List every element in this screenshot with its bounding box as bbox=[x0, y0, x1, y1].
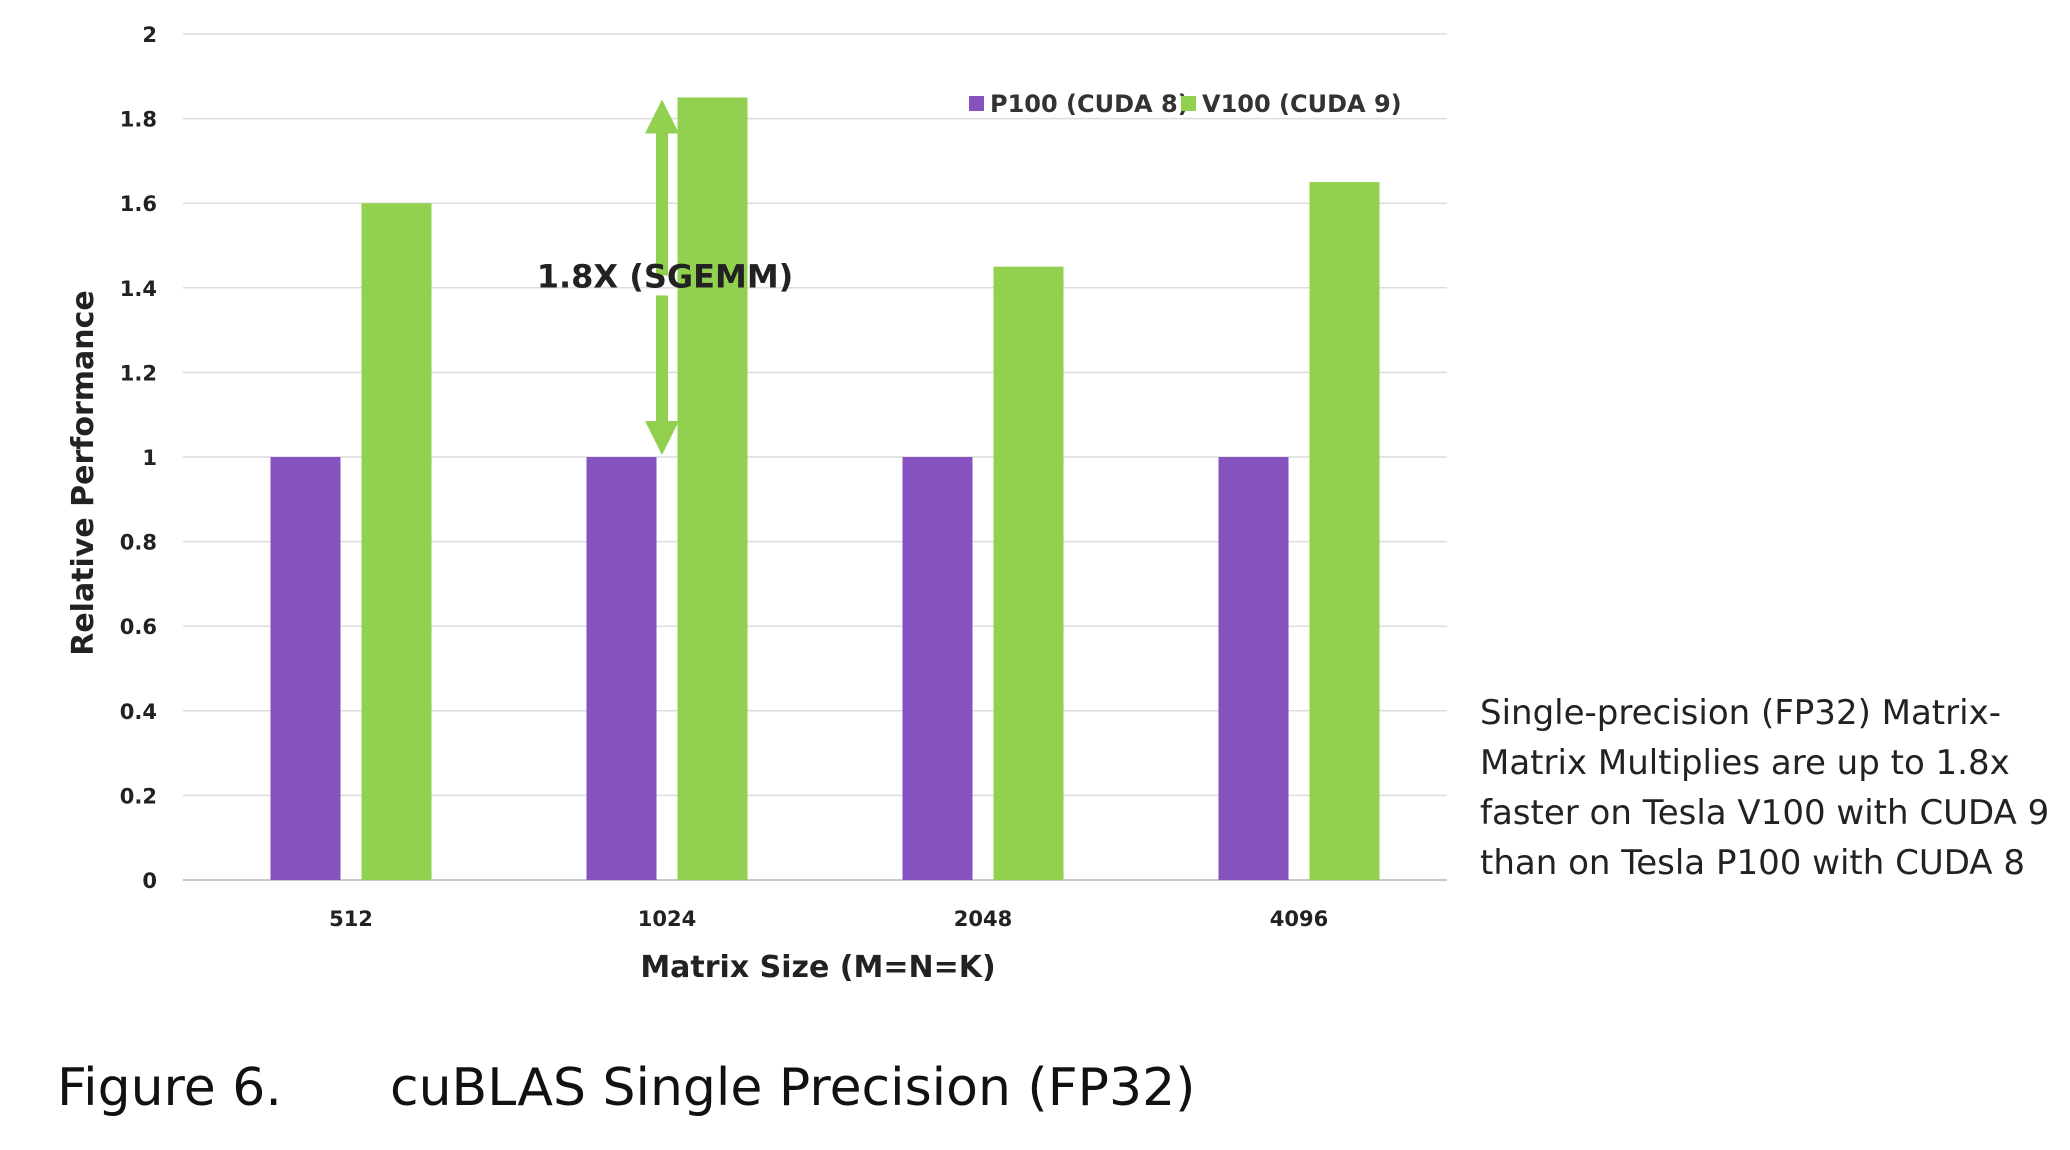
arrow-shaft-top bbox=[656, 131, 668, 276]
x-tick-label: 1024 bbox=[638, 907, 696, 931]
legend-swatch-p100 bbox=[969, 96, 984, 111]
bar-v100 bbox=[993, 266, 1064, 880]
y-tick-label: 0.6 bbox=[120, 615, 157, 639]
y-tick-label: 2 bbox=[142, 23, 157, 47]
figure-caption: Figure 6. cuBLAS Single Precision (FP32) bbox=[57, 1058, 1195, 1118]
y-tick-label: 0.2 bbox=[120, 784, 157, 808]
x-tick-label: 4096 bbox=[1270, 907, 1328, 931]
bar-p100 bbox=[902, 457, 973, 880]
x-tick-label: 512 bbox=[329, 907, 373, 931]
legend-label-v100: V100 (CUDA 9) bbox=[1202, 90, 1402, 118]
y-tick-label: 1.8 bbox=[120, 108, 157, 132]
y-tick-label: 0 bbox=[142, 869, 157, 893]
y-tick-label: 0.8 bbox=[120, 531, 157, 555]
figure-number: Figure 6. bbox=[57, 1058, 282, 1118]
arrowhead-down bbox=[645, 421, 679, 455]
annotation-arrow: 1.8X (SGEMM) bbox=[537, 99, 794, 455]
x-tick-label: 2048 bbox=[954, 907, 1012, 931]
bar-chart: 0 0.2 0.4 0.6 0.8 1 1.2 1.4 1.6 1.8 2 512 1024 2048 4… bbox=[66, 23, 1447, 985]
bars bbox=[270, 97, 1380, 881]
x-axis-title: Matrix Size (M=N=K) bbox=[640, 950, 995, 985]
figure-title: cuBLAS Single Precision (FP32) bbox=[390, 1058, 1196, 1118]
legend-swatch-v100 bbox=[1181, 96, 1196, 111]
annotation-label: 1.8X (SGEMM) bbox=[537, 257, 794, 295]
bar-p100 bbox=[270, 457, 341, 880]
y-tick-label: 1 bbox=[142, 446, 157, 470]
legend: P100 (CUDA 8) V100 (CUDA 9) bbox=[969, 90, 1402, 118]
bar-v100 bbox=[1309, 182, 1380, 881]
legend-label-p100: P100 (CUDA 8) bbox=[990, 90, 1189, 118]
y-tick-label: 1.6 bbox=[120, 192, 157, 216]
arrow-shaft-bottom bbox=[656, 295, 668, 421]
x-tick-labels: 512 1024 2048 4096 bbox=[329, 907, 1328, 931]
arrowhead-up bbox=[645, 99, 679, 134]
side-note: Single-precision (FP32) Matrix-Matrix Mu… bbox=[1480, 693, 2050, 883]
bar-p100 bbox=[586, 457, 657, 880]
y-tick-label: 0.4 bbox=[120, 700, 157, 724]
y-tick-labels: 0 0.2 0.4 0.6 0.8 1 1.2 1.4 1.6 1.8 2 bbox=[120, 23, 157, 893]
y-axis-title: Relative Performance bbox=[66, 290, 101, 656]
bar-p100 bbox=[1218, 457, 1289, 880]
y-tick-label: 1.4 bbox=[120, 277, 157, 301]
bar-v100 bbox=[677, 97, 748, 880]
bar-v100 bbox=[361, 203, 432, 880]
y-tick-label: 1.2 bbox=[120, 361, 157, 385]
